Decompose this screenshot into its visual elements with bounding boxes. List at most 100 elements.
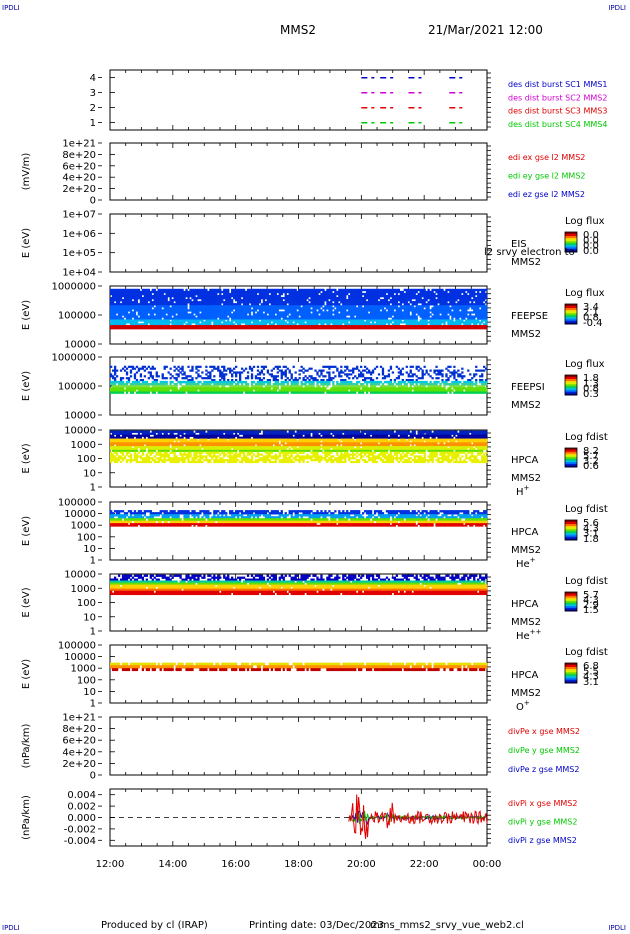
heat-cell	[187, 391, 190, 394]
colorbar-swatch	[565, 322, 577, 324]
panel-ytick-label: 100000	[58, 382, 96, 393]
heat-cell	[469, 321, 472, 324]
heat-cell	[479, 380, 482, 384]
heat-cell	[125, 303, 129, 306]
heat-cell	[312, 292, 315, 296]
heat-cell	[332, 391, 335, 394]
heat-cell	[115, 321, 119, 324]
heat-cell	[278, 317, 281, 320]
heat-cell	[177, 311, 180, 314]
heat-cell	[296, 389, 299, 392]
heat-cell	[282, 290, 285, 294]
heat-cell	[149, 309, 152, 312]
heat-cell	[304, 299, 307, 302]
heat-cell	[397, 315, 400, 318]
heat-cell	[365, 383, 369, 386]
heat-cell	[369, 385, 373, 388]
heat-cell	[246, 307, 250, 310]
heat-cell	[149, 321, 152, 324]
heat-cell	[399, 373, 402, 376]
heat-cell	[161, 288, 164, 292]
heat-cell	[479, 317, 482, 320]
heat-cell	[409, 294, 412, 298]
heat-cell	[262, 290, 266, 294]
heat-cell	[286, 377, 289, 380]
heat-cell	[151, 305, 154, 308]
heat-cell	[467, 315, 470, 318]
heat-cell	[433, 305, 436, 308]
heat-cell	[250, 373, 254, 376]
heat-cell	[145, 389, 148, 392]
heat-cell	[159, 299, 162, 302]
heat-cell	[479, 313, 482, 316]
heat-cell	[223, 367, 226, 370]
heat-cell	[284, 305, 287, 308]
heat-cell	[242, 294, 246, 298]
heat-cell	[383, 375, 387, 378]
heat-cell	[233, 288, 236, 292]
heat-cell	[439, 307, 442, 310]
heat-cell	[389, 307, 393, 310]
heat-cell	[314, 303, 317, 306]
heat-cell	[413, 296, 416, 300]
heat-cell	[431, 383, 434, 386]
heat-cell	[463, 303, 466, 306]
heat-cell	[240, 299, 244, 302]
heat-cell	[161, 377, 164, 380]
heat-cell	[348, 301, 351, 304]
heat-cell	[455, 380, 458, 384]
heat-cell	[298, 292, 301, 296]
heat-cell	[346, 319, 349, 322]
heat-cell	[119, 307, 123, 310]
heat-cell	[344, 383, 347, 386]
heat-cell	[336, 290, 339, 294]
heat-cell	[290, 299, 293, 302]
heat-cell	[181, 296, 184, 300]
heat-cell	[294, 303, 297, 306]
heat-cell	[302, 301, 305, 304]
heat-cell	[236, 305, 240, 308]
heat-cell	[399, 305, 402, 308]
heat-cell	[227, 303, 230, 306]
heat-cell	[141, 383, 145, 386]
heat-cell	[469, 378, 472, 382]
heat-cell	[467, 378, 470, 382]
heat-cell	[356, 321, 359, 324]
heat-cell	[346, 367, 349, 370]
heat-cell	[201, 292, 204, 296]
heat-cell	[195, 288, 198, 292]
heat-cell	[115, 369, 119, 372]
heat-cell	[467, 369, 470, 372]
heat-cell	[479, 309, 482, 312]
heat-cell	[171, 385, 174, 388]
heat-cell	[227, 313, 230, 316]
heat-cell	[294, 391, 297, 394]
heat-cell	[479, 294, 482, 298]
heat-cell	[141, 380, 145, 384]
heat-cell	[433, 307, 436, 310]
heat-cell	[191, 319, 194, 322]
heat-cell	[425, 319, 428, 322]
heat-cell	[365, 321, 369, 324]
heat-cell	[304, 294, 307, 298]
heat-cell	[358, 385, 361, 388]
heat-cell	[435, 319, 438, 322]
heat-cell	[280, 380, 283, 384]
heat-cell	[377, 303, 381, 306]
heat-cell	[441, 299, 444, 302]
heat-cell	[310, 313, 313, 316]
heat-cell	[225, 299, 228, 302]
heat-cell	[274, 378, 277, 382]
heat-cell	[318, 375, 321, 378]
heat-cell	[399, 383, 402, 386]
heat-cell	[461, 305, 464, 308]
heat-cell	[244, 389, 248, 392]
heat-cell	[336, 296, 339, 300]
heat-cell	[334, 301, 337, 304]
heat-cell	[209, 290, 212, 294]
heat-cell	[342, 307, 345, 310]
heat-cell	[209, 389, 212, 392]
heat-cell	[183, 307, 186, 310]
heat-cell	[135, 385, 139, 388]
